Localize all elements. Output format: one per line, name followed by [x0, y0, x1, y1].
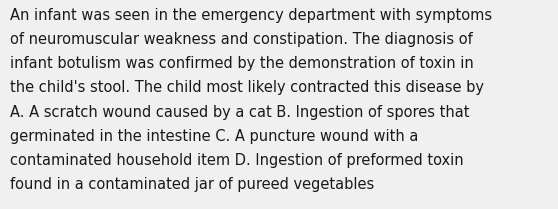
Text: infant botulism was confirmed by the demonstration of toxin in: infant botulism was confirmed by the dem…	[10, 56, 474, 71]
Text: found in a contaminated jar of pureed vegetables: found in a contaminated jar of pureed ve…	[10, 177, 374, 192]
Text: A. A scratch wound caused by a cat B. Ingestion of spores that: A. A scratch wound caused by a cat B. In…	[10, 104, 469, 120]
Text: the child's stool. The child most likely contracted this disease by: the child's stool. The child most likely…	[10, 80, 484, 96]
Text: contaminated household item D. Ingestion of preformed toxin: contaminated household item D. Ingestion…	[10, 153, 464, 168]
Text: germinated in the intestine C. A puncture wound with a: germinated in the intestine C. A punctur…	[10, 129, 418, 144]
Text: An infant was seen in the emergency department with symptoms: An infant was seen in the emergency depa…	[10, 8, 492, 23]
Text: of neuromuscular weakness and constipation. The diagnosis of: of neuromuscular weakness and constipati…	[10, 32, 473, 47]
